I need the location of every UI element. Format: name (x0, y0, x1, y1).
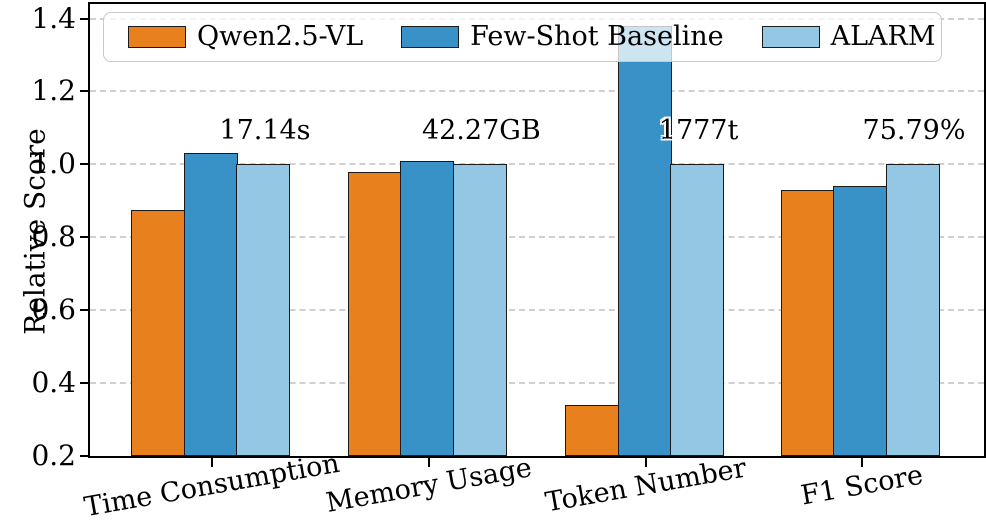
y-tick-mark (80, 163, 89, 166)
x-tick-mark (427, 458, 430, 467)
y-tick-label: 1.4 (31, 1, 76, 35)
annotation-label: 42.27GB (421, 115, 541, 147)
legend-item: Few-Shot Baseline (401, 21, 724, 52)
legend-swatch (128, 26, 186, 48)
bar (885, 164, 940, 456)
y-tick-mark (80, 455, 89, 457)
legend-item: Qwen2.5-VL (128, 22, 363, 52)
bar (833, 186, 888, 456)
gridline (90, 163, 984, 166)
y-tick-label: 0.8 (31, 220, 76, 254)
legend-swatch (761, 26, 820, 48)
bar (617, 25, 672, 456)
bar (347, 171, 402, 456)
y-tick-mark (80, 236, 89, 239)
gridline (90, 382, 984, 385)
bar (183, 153, 238, 456)
x-tick-mark (645, 458, 648, 467)
bar (452, 164, 507, 456)
annotation-label: 1777t (658, 115, 739, 147)
y-tick-label: 0.2 (31, 439, 76, 472)
bar (780, 189, 835, 456)
gridline (90, 90, 984, 93)
bar (131, 209, 186, 456)
y-tick-mark (80, 17, 89, 20)
gridline (90, 309, 984, 312)
annotation-label: 75.79% (862, 115, 966, 147)
x-tick-label: F1 Score (798, 459, 925, 512)
y-tick-label: 1.2 (31, 74, 76, 108)
x-tick-mark (860, 458, 863, 467)
x-tick-mark (211, 458, 214, 467)
legend-item: ALARM (761, 21, 936, 52)
bar (670, 164, 725, 456)
y-tick-label: 0.6 (31, 293, 76, 327)
annotation-label: 17.14s (219, 115, 311, 147)
gridline (90, 236, 984, 239)
y-tick-label: 1.0 (31, 147, 76, 181)
bar (236, 164, 291, 456)
bar (565, 404, 620, 456)
legend-label: Few-Shot Baseline (470, 21, 724, 52)
bar (400, 160, 455, 456)
y-tick-mark (80, 309, 89, 312)
legend-label: Qwen2.5-VL (197, 21, 364, 52)
legend-label: ALARM (830, 21, 936, 52)
y-tick-mark (80, 90, 89, 93)
legend: Qwen2.5-VL Few-Shot Baseline ALARM (103, 12, 942, 62)
legend-swatch (401, 26, 460, 48)
y-tick-mark (80, 382, 89, 385)
y-tick-label: 0.4 (31, 366, 76, 400)
